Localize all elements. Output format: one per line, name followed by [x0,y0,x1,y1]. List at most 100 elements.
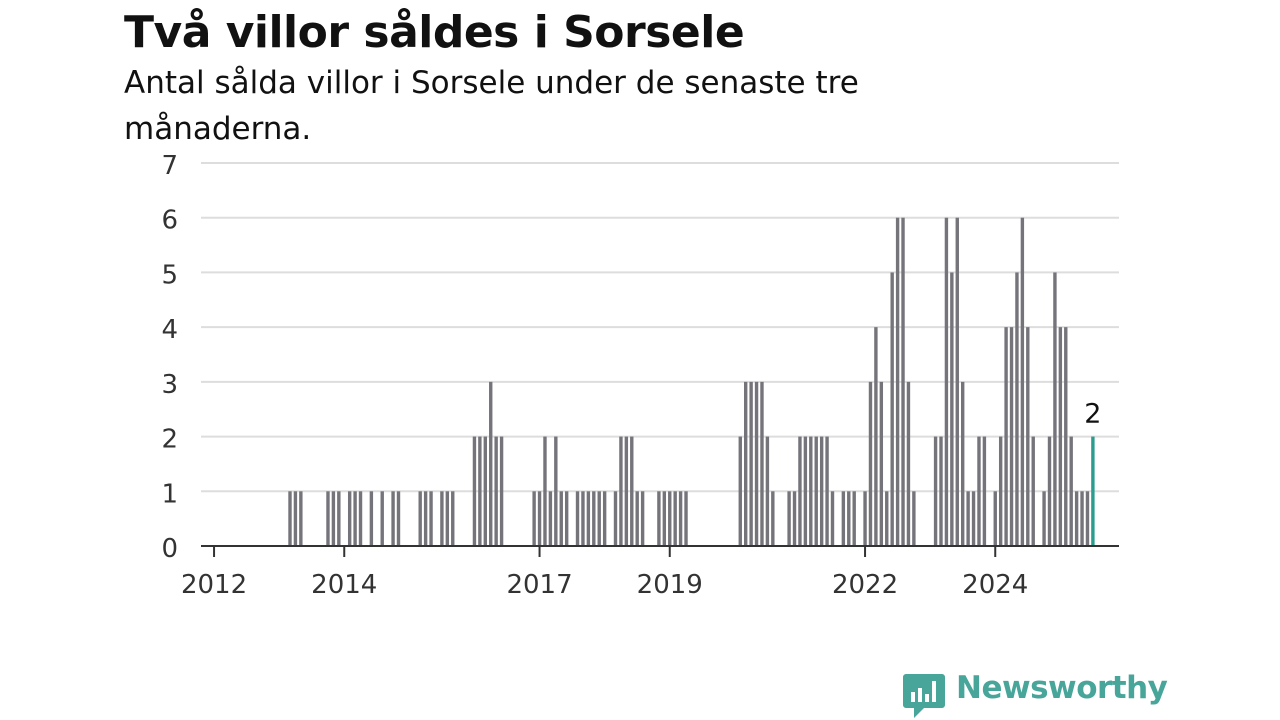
bar [673,491,677,546]
bar [1085,491,1090,546]
chart-title: Två villor såldes i Sorsele [124,7,745,58]
bar [668,491,672,546]
bar [977,436,981,546]
bar [347,491,352,546]
bar [1009,327,1014,546]
bar [950,272,954,546]
chart-subtitle: Antal sålda villor i Sorsele under de se… [124,65,859,147]
bar [684,491,688,546]
x-axis: 2012 2014 2017 2019 2022 2024 [181,545,1119,600]
bar [597,491,601,546]
y-tick-label: 3 [161,370,178,400]
bar [293,491,298,546]
bar [358,491,363,546]
x-tick-label: 2014 [311,570,377,600]
bar [1080,491,1084,546]
bar [451,491,455,546]
bar [765,436,770,546]
x-tick-label: 2017 [506,570,572,600]
bar [337,491,341,546]
grid-lines [201,162,1119,493]
bar [1031,436,1035,546]
bar [890,272,894,546]
bar [803,436,808,546]
bar [738,436,742,546]
bar [537,491,542,546]
bar [624,436,629,546]
bar [299,491,303,546]
bar [494,436,498,546]
bar [331,491,336,546]
bar [955,217,959,546]
bar [548,491,553,546]
bar [874,327,878,546]
bar [885,491,889,546]
bar [581,491,585,546]
bar [472,436,477,546]
bars [288,217,1095,546]
bar [944,217,949,546]
bar [901,217,905,546]
bar [819,436,824,546]
bar [971,491,976,546]
bar [586,491,591,546]
bar [1074,491,1079,546]
bar [380,491,384,546]
bar [478,436,482,546]
bar [912,491,916,546]
x-tick-label: 2022 [832,570,898,600]
bar [868,381,873,546]
bar [998,436,1003,546]
bar [1042,491,1046,546]
y-tick-label: 4 [161,315,178,345]
y-tick-label: 1 [161,479,178,509]
bar [895,217,900,546]
bar [771,491,775,546]
bar-latest [1091,436,1095,546]
y-axis-labels: 0 1 2 3 4 5 6 7 [161,151,178,564]
bar [1058,327,1063,546]
bar [554,436,558,546]
bar [933,436,938,546]
bar [440,491,444,546]
bar [575,491,580,546]
bar [1004,327,1008,546]
bar [1047,436,1052,546]
bar [1026,327,1030,546]
bar [445,491,450,546]
bar [489,381,493,546]
bar [592,491,596,546]
bar [657,491,661,546]
bar [993,491,997,546]
bar [369,491,374,546]
bar [326,491,330,546]
latest-value-label: 2 [1084,399,1101,430]
bar [982,436,987,546]
bar [423,491,428,546]
bar [760,381,764,546]
bar [640,491,645,546]
bar [1069,436,1073,546]
y-tick-label: 2 [161,425,178,455]
bar [418,491,422,546]
bar [288,491,292,546]
bar [532,491,536,546]
bar [841,491,846,546]
bar [966,491,970,546]
bar [792,491,797,546]
bar [559,491,563,546]
newsworthy-logo-icon [903,674,945,718]
bar [906,381,911,546]
bar [863,491,867,546]
bar [809,436,813,546]
bar [939,436,943,546]
bar [1015,272,1019,546]
bar [825,436,829,546]
bar [564,491,569,546]
bar [396,491,401,546]
bar [635,491,639,546]
bar [543,436,547,546]
bar [1020,217,1025,546]
bar [852,491,856,546]
